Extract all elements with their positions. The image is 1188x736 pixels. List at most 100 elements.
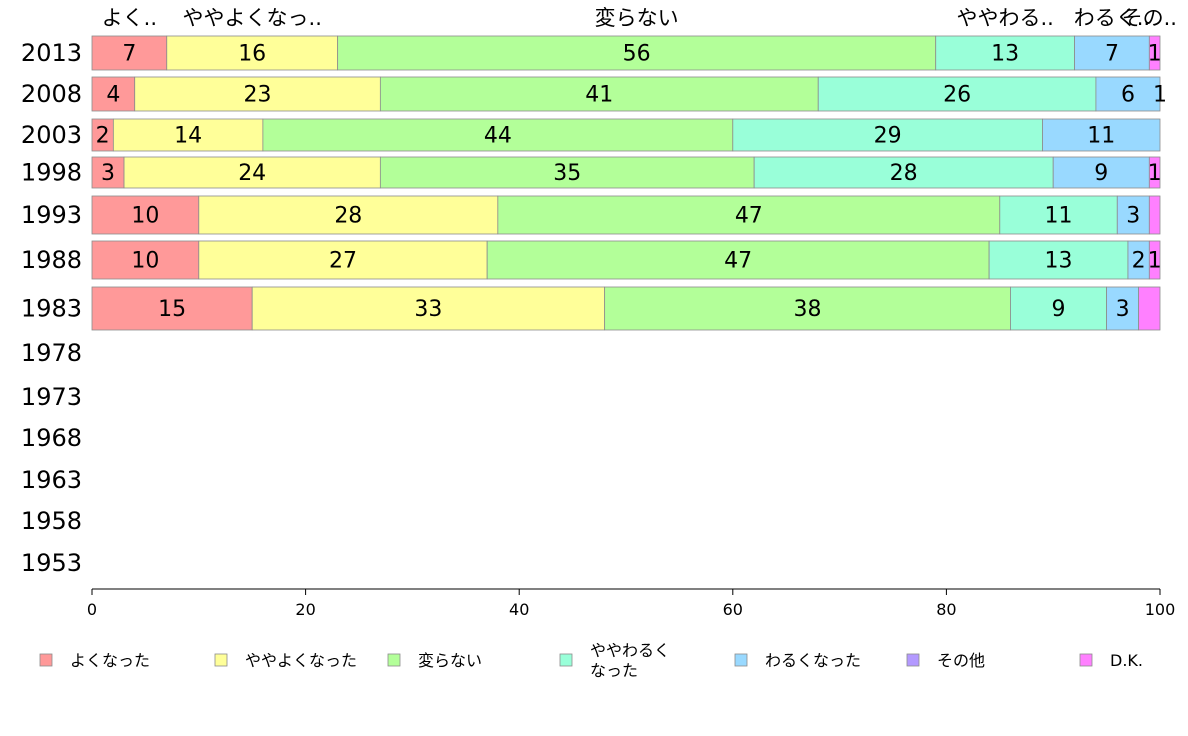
segment-value-label: 1 xyxy=(1148,249,1162,274)
segment-value-label: 1 xyxy=(1153,83,1167,108)
legend-swatch xyxy=(1079,653,1093,667)
bar-segment xyxy=(112,118,264,152)
bar-segment xyxy=(1074,35,1150,71)
legend-label: 変らない xyxy=(418,651,482,670)
legend-swatch xyxy=(214,653,228,667)
bars: 7 16 56 13 7 14 23 41 26 6 12 14 44 29 113 24 35 28 9 110 28… xyxy=(91,35,1167,331)
segment-value-label: 1 xyxy=(1148,161,1162,186)
bar-segment xyxy=(1106,286,1140,331)
top-category-label: ややよくなっ.. xyxy=(183,6,322,30)
bar-segment xyxy=(1010,286,1107,331)
segment-value-label: 7 xyxy=(122,42,136,67)
bar-segment xyxy=(753,156,1054,189)
year-label: 2013 xyxy=(21,39,82,67)
bar-segment xyxy=(262,118,734,152)
top-category-label: その.. xyxy=(1122,6,1177,30)
bar-segment xyxy=(497,195,1001,235)
year-label: 1978 xyxy=(21,339,82,367)
bar-segment xyxy=(1095,76,1161,112)
bar-segment xyxy=(91,76,136,112)
segment-value-label: 2 xyxy=(96,124,110,149)
year-label: 1968 xyxy=(21,424,82,452)
legend-swatch xyxy=(734,653,748,667)
year-label: 1953 xyxy=(21,549,82,577)
segment-value-label: 38 xyxy=(794,297,822,322)
bar-segment xyxy=(1052,156,1150,189)
segment-value-label: 7 xyxy=(1105,42,1119,67)
segment-value-label: 35 xyxy=(553,161,581,186)
x-tick-label: 20 xyxy=(295,600,315,619)
segment-value-label: 24 xyxy=(238,161,266,186)
bar-segment xyxy=(817,76,1097,112)
bar-segment xyxy=(935,35,1075,71)
legend-label: D.K. xyxy=(1110,651,1143,670)
legend-swatch xyxy=(387,653,401,667)
bar-segment xyxy=(1116,195,1150,235)
bar-segment xyxy=(999,195,1118,235)
segment-value-label: 16 xyxy=(238,42,266,67)
segment-value-label: 11 xyxy=(1087,124,1115,149)
bar-segment xyxy=(1148,240,1161,280)
legend-label: ややわるくなった xyxy=(590,641,670,680)
segment-value-label: 6 xyxy=(1121,83,1135,108)
year-label: 2003 xyxy=(21,121,82,149)
segment-value-label: 4 xyxy=(106,83,120,108)
segment-value-label: 26 xyxy=(943,83,971,108)
x-tick-label: 100 xyxy=(1145,600,1176,619)
bar-segment-remainder xyxy=(1138,286,1161,331)
segment-value-label: 29 xyxy=(874,124,902,149)
segment-value-label: 47 xyxy=(724,249,752,274)
segment-value-label: 10 xyxy=(131,249,159,274)
segment-value-label: 9 xyxy=(1052,297,1066,322)
segment-value-label: 9 xyxy=(1094,161,1108,186)
legend-label: よくなった xyxy=(70,651,150,670)
segment-value-label: 23 xyxy=(244,83,272,108)
bar-segment xyxy=(1148,35,1161,71)
legend-swatch xyxy=(906,653,920,667)
x-axis: 0 20 40 60 80 100 xyxy=(87,588,1176,619)
bar-segment xyxy=(198,240,488,280)
bar-segment xyxy=(91,240,200,280)
x-tick-label: 60 xyxy=(723,600,743,619)
legend-swatch xyxy=(559,653,573,667)
year-label: 1973 xyxy=(21,383,82,411)
top-category-label: ややわる.. xyxy=(956,6,1053,30)
segment-value-label: 13 xyxy=(991,42,1019,67)
segment-value-label: 41 xyxy=(585,83,613,108)
segment-value-label: 47 xyxy=(735,204,763,229)
segment-value-label: 13 xyxy=(1045,249,1073,274)
bar-segment xyxy=(337,35,937,71)
bar-segment xyxy=(134,76,381,112)
bar-segment xyxy=(251,286,606,331)
x-tick-label: 80 xyxy=(936,600,956,619)
year-label: 1958 xyxy=(21,507,82,535)
bar-segment xyxy=(166,35,339,71)
legend: よくなった ややよくなった 変らない ややわるくなった わるくなった その他 D.K. xyxy=(39,641,1143,680)
bar-segment xyxy=(379,156,755,189)
bar-segment xyxy=(379,76,819,112)
segment-value-label: 3 xyxy=(1116,297,1130,322)
segment-value-label: 14 xyxy=(174,124,202,149)
segment-value-label: 44 xyxy=(484,124,512,149)
year-label: 2008 xyxy=(21,80,82,108)
bar-segment xyxy=(732,118,1043,152)
segment-value-label: 28 xyxy=(890,161,918,186)
x-tick-label: 40 xyxy=(509,600,529,619)
segment-value-label: 56 xyxy=(623,42,651,67)
year-label: 1993 xyxy=(21,201,82,229)
bar-segment-remainder xyxy=(1148,195,1161,235)
segment-value-label: 10 xyxy=(131,204,159,229)
bar-segment xyxy=(604,286,1011,331)
bar-segment xyxy=(988,240,1129,280)
segment-value-label: 15 xyxy=(158,297,186,322)
segment-value-label: 33 xyxy=(414,297,442,322)
segment-value-label: 28 xyxy=(334,204,362,229)
segment-value-label: 11 xyxy=(1045,204,1073,229)
segment-value-label: 2 xyxy=(1132,249,1146,274)
bar-segment xyxy=(91,35,168,71)
bar-segment xyxy=(91,156,125,189)
bar-segment xyxy=(91,195,200,235)
segment-value-label: 3 xyxy=(1126,204,1140,229)
bar-segment xyxy=(123,156,381,189)
top-category-labels: よく.. ややよくなっ.. 変らない ややわる.. わるく..その.. xyxy=(102,6,1177,30)
